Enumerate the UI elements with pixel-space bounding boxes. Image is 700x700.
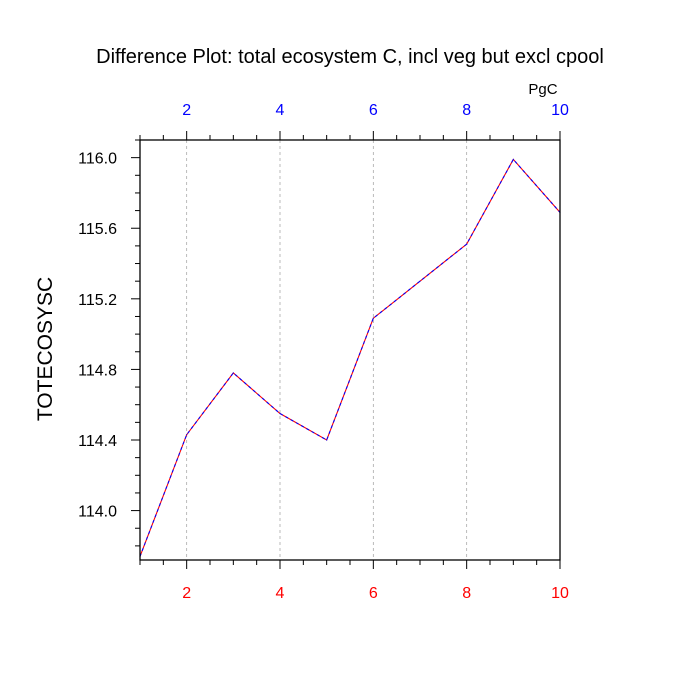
minor-ticks (135, 135, 538, 565)
major-ticks (131, 131, 561, 569)
x-tick-label-top: 8 (462, 102, 471, 119)
y-tick-label: 114.0 (78, 504, 117, 521)
x-tick-label-bottom: 8 (462, 585, 471, 602)
data-point (279, 412, 281, 415)
units-label: PgC (528, 81, 557, 98)
data-point (419, 280, 421, 282)
data-point (186, 434, 188, 436)
data-point (372, 317, 374, 319)
y-tick-label: 115.6 (78, 221, 117, 238)
x-tick-label-bottom: 6 (369, 585, 378, 602)
x-tick-label-bottom: 4 (276, 585, 285, 602)
data-point (512, 158, 514, 161)
y-tick-label: 114.8 (78, 362, 117, 379)
chart-title: Difference Plot: total ecosystem C, incl… (96, 46, 604, 68)
data-point (326, 439, 328, 441)
x-tick-label-top: 6 (369, 102, 378, 119)
x-tick-label-bottom: 2 (182, 585, 191, 602)
tick-labels: 2 2 4 4 6 6 8 8 10 10 114.0 114.4 114.8 115.2 115.6 116… (78, 102, 569, 602)
series-line-red (139, 158, 561, 557)
data-point (466, 243, 468, 245)
plot-frame (139, 139, 561, 561)
x-tick-label-top: 2 (182, 102, 191, 119)
x-tick-label-top: 4 (276, 102, 285, 119)
series (139, 158, 561, 558)
y-tick-label: 115.2 (78, 292, 117, 309)
y-axis-label: TOTECOSYSC (34, 277, 57, 421)
data-point (232, 372, 234, 374)
x-tick-label-top: 10 (551, 102, 569, 119)
y-tick-label: 114.4 (78, 433, 117, 450)
x-tick-label-bottom: 10 (551, 585, 569, 602)
series-line-blue (139, 158, 561, 557)
grid-lines (186, 140, 468, 560)
y-tick-label: 116.0 (78, 151, 117, 168)
